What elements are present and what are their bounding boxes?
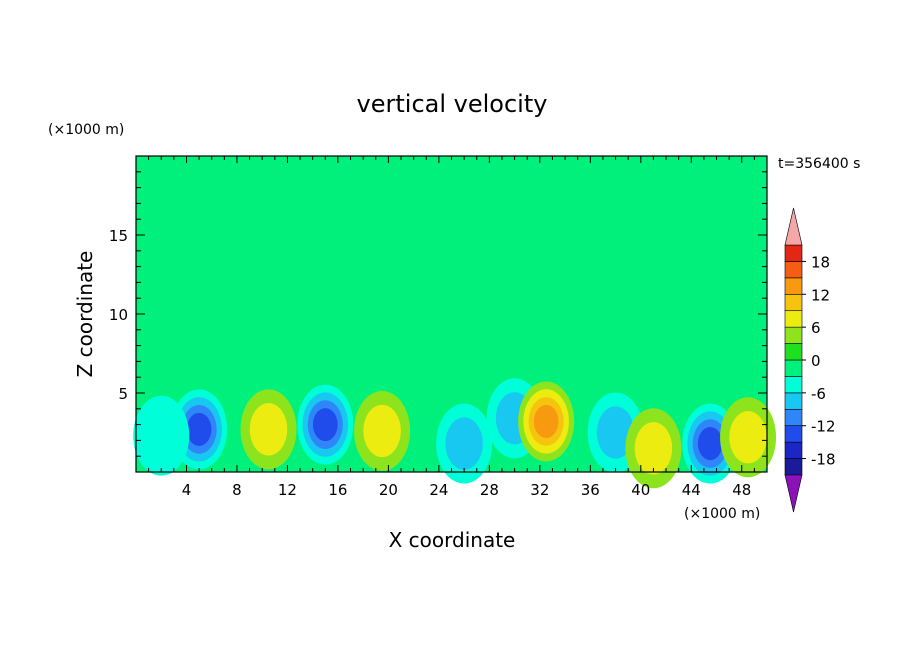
colorbar-tick-label: -18 bbox=[811, 451, 836, 469]
x-unit-label: (×1000 m) bbox=[684, 506, 760, 522]
x-tick-label: 20 bbox=[379, 481, 398, 499]
colorbar-bin bbox=[784, 408, 803, 427]
colorbar-bin bbox=[784, 343, 803, 361]
colorbar-bin bbox=[784, 261, 803, 279]
velocity-contour bbox=[533, 404, 559, 438]
colorbar-tick-label: -6 bbox=[811, 385, 826, 403]
velocity-contour bbox=[186, 412, 212, 446]
time-label: t=356400 s bbox=[778, 156, 860, 172]
colorbar-bin bbox=[784, 359, 803, 377]
y-axis-title: Z coordinate bbox=[73, 251, 97, 378]
x-tick-label: 16 bbox=[328, 481, 347, 499]
x-tick-label: 48 bbox=[732, 481, 751, 499]
colorbar-bin bbox=[784, 376, 803, 394]
y-tick-label: 10 bbox=[109, 306, 128, 324]
y-axis: 5 10 15 bbox=[109, 171, 767, 457]
colorbar-bin bbox=[784, 277, 803, 295]
chart-title: vertical velocity bbox=[357, 90, 548, 118]
x-tick-label: 36 bbox=[581, 481, 600, 499]
y-tick-label: 5 bbox=[118, 385, 128, 403]
velocity-contour bbox=[249, 403, 288, 456]
colorbar-tick-label: 6 bbox=[811, 319, 821, 337]
velocity-contour bbox=[634, 422, 673, 475]
plot-area bbox=[133, 155, 777, 489]
colorbar-bin bbox=[784, 326, 803, 344]
colorbar-bin bbox=[784, 441, 803, 459]
colorbar-tick-label: 0 bbox=[811, 352, 821, 370]
colorbar-bin bbox=[784, 458, 803, 476]
x-axis-title: X coordinate bbox=[389, 528, 516, 552]
x-tick-label: 44 bbox=[682, 481, 701, 499]
x-tick-label: 32 bbox=[530, 481, 549, 499]
x-tick-label: 8 bbox=[232, 481, 242, 499]
colorbar-bin bbox=[784, 244, 803, 262]
velocity-contour bbox=[312, 408, 338, 442]
x-tick-label: 24 bbox=[429, 481, 448, 499]
velocity-contour bbox=[363, 404, 401, 458]
colorbar-tick-label: -12 bbox=[811, 418, 836, 436]
colorbar-tick-label: 12 bbox=[811, 286, 830, 304]
colorbar-over-triangle bbox=[784, 207, 803, 246]
velocity-contour bbox=[697, 427, 723, 461]
y-unit-label: (×1000 m) bbox=[48, 122, 124, 138]
colorbar-bin bbox=[784, 293, 803, 312]
velocity-contour bbox=[729, 411, 767, 464]
x-axis: 4 8 12 16 20 24 28 32 36 40 44 48 bbox=[148, 156, 755, 499]
colorbar-tick-label: 18 bbox=[811, 253, 830, 271]
velocity-field bbox=[133, 378, 777, 489]
x-tick-label: 28 bbox=[480, 481, 499, 499]
x-tick-label: 4 bbox=[182, 481, 192, 499]
colorbar: 18 12 6 0 -6 -12 -18 bbox=[784, 207, 836, 513]
velocity-contour bbox=[445, 417, 483, 470]
y-tick-label: 15 bbox=[109, 227, 128, 245]
colorbar-bin bbox=[784, 310, 803, 328]
velocity-contour bbox=[596, 406, 635, 459]
colorbar-under-triangle bbox=[784, 474, 803, 513]
velocity-contour bbox=[133, 395, 190, 476]
colorbar-bin bbox=[784, 425, 803, 443]
x-tick-label: 40 bbox=[631, 481, 650, 499]
x-tick-label: 12 bbox=[278, 481, 297, 499]
colorbar-bin bbox=[784, 392, 803, 410]
